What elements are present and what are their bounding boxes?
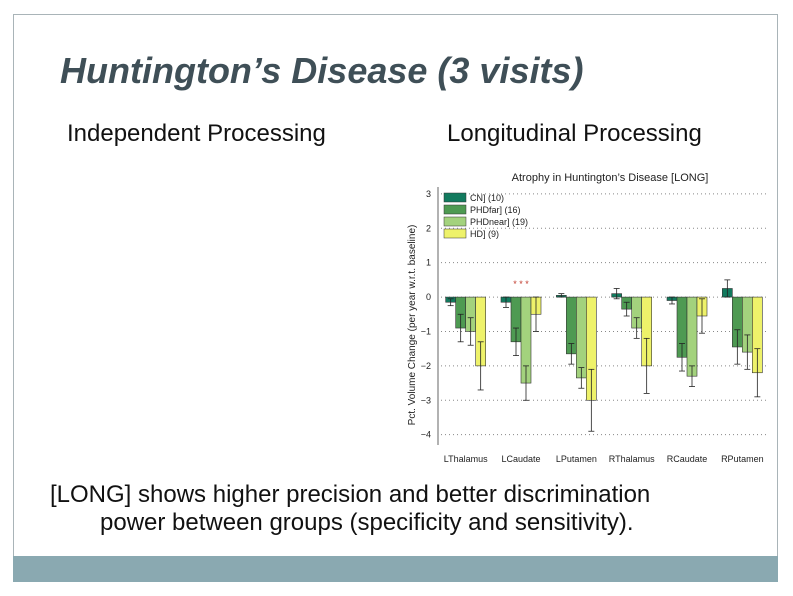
y-tick-label: 2 (426, 223, 431, 233)
x-category-label: LPutamen (556, 454, 597, 464)
bar (576, 296, 587, 379)
caption-line-1: [LONG] shows higher precision and better… (50, 481, 651, 508)
chart-plot-area (438, 187, 770, 445)
y-tick-label: 0 (426, 292, 431, 302)
legend-label: PHDfar] (16) (470, 205, 521, 215)
bar (686, 296, 698, 377)
x-category-label: RPutamen (721, 454, 764, 464)
independent-processing-heading: Independent Processing (67, 120, 326, 147)
y-tick-label: 3 (426, 189, 431, 199)
legend-swatch (443, 216, 467, 227)
y-tick-label: −4 (421, 430, 431, 440)
significance-marker: * * * (513, 279, 529, 289)
x-category-label: LCaudate (501, 454, 540, 464)
x-category-label: LThalamus (444, 454, 488, 464)
legend-swatch (443, 204, 467, 215)
legend-label: CN] (10) (470, 193, 504, 203)
legend-label: PHDnear] (19) (470, 217, 528, 227)
legend-label: HD] (9) (470, 229, 499, 239)
atrophy-bar-chart: Atrophy in Huntington’s Disease [LONG] P… (407, 172, 770, 464)
slide-caption: [LONG] shows higher precision and better… (50, 481, 770, 537)
y-tick-label: −1 (421, 326, 431, 336)
y-tick-label: 1 (426, 258, 431, 268)
chart-y-axis-label: Pct. Volume Change (per year w.r.t. base… (407, 225, 418, 426)
y-tick-label: −3 (421, 395, 431, 405)
y-tick-label: −2 (421, 361, 431, 371)
x-category-label: RCaudate (667, 454, 708, 464)
caption-line-2: power between groups (specificity and se… (100, 509, 634, 536)
x-category-label: RThalamus (609, 454, 655, 464)
chart-title: Atrophy in Huntington’s Disease [LONG] (512, 172, 709, 184)
slide-title: Huntington’s Disease (3 visits) (60, 50, 584, 91)
legend-swatch (443, 228, 467, 239)
longitudinal-processing-heading: Longitudinal Processing (447, 120, 702, 147)
slide-footer-bar (13, 556, 778, 582)
legend-swatch (443, 192, 467, 203)
